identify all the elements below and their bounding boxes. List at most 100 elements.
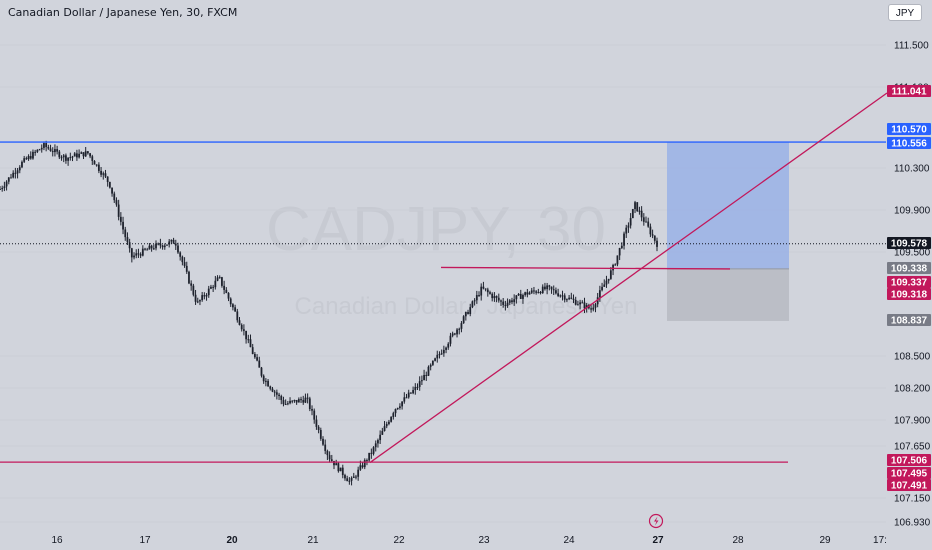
price-tick-label: 108.200 [894, 384, 931, 395]
candle [486, 287, 489, 297]
candle [155, 240, 157, 251]
candle [405, 393, 408, 399]
long-position-target-zone[interactable] [667, 142, 789, 269]
candle [471, 300, 474, 309]
time-tick-label: 17: [873, 535, 887, 546]
candle [262, 374, 265, 384]
candle [311, 405, 313, 416]
candle [12, 170, 15, 179]
candle [157, 242, 160, 246]
candle [38, 148, 41, 151]
candle [69, 152, 72, 161]
candle [139, 252, 142, 259]
candle [130, 247, 133, 263]
price-tick-label: 110.300 [894, 164, 930, 175]
candle [539, 290, 542, 295]
candle [207, 285, 210, 298]
candle [1, 185, 4, 192]
candle [65, 153, 67, 164]
candle [563, 293, 566, 303]
candle [497, 293, 500, 303]
candle [5, 180, 8, 191]
candle [304, 393, 307, 404]
candle [612, 263, 614, 276]
candle [205, 293, 208, 301]
candle [306, 393, 309, 404]
candle [449, 332, 452, 347]
candle [16, 167, 19, 179]
candle [300, 396, 302, 403]
ascending-trendline[interactable] [369, 92, 888, 464]
breakout-line[interactable] [440, 266, 731, 270]
candle [412, 386, 414, 395]
candle [238, 317, 241, 326]
candle [221, 276, 223, 288]
candle [161, 244, 164, 250]
candle [511, 297, 513, 305]
candle [506, 298, 509, 308]
candle [21, 160, 23, 169]
candle [357, 466, 360, 481]
lightning-icon[interactable] [648, 513, 664, 529]
candle [394, 408, 397, 417]
candle [148, 243, 151, 250]
candle [528, 291, 531, 295]
price-tag: 107.495 [887, 467, 931, 480]
candle [214, 275, 217, 290]
candle [150, 244, 153, 252]
candle [273, 389, 276, 397]
candle [201, 291, 204, 302]
candle [605, 275, 608, 288]
candle [420, 375, 423, 386]
candle [275, 389, 278, 400]
candle [258, 356, 261, 368]
candle [482, 281, 485, 290]
candle [649, 223, 652, 238]
price-tag: 110.556 [887, 137, 931, 150]
candle [416, 383, 419, 391]
candle [341, 464, 344, 479]
price-tick-label: 107.650 [894, 442, 931, 453]
candle [407, 389, 410, 399]
candle [374, 440, 377, 452]
currency-button[interactable]: JPY [888, 4, 922, 21]
price-tag-label: 109.338 [891, 264, 928, 275]
candle [243, 324, 245, 336]
candle [348, 477, 351, 485]
candle [559, 294, 562, 298]
candle [601, 282, 603, 292]
candle [100, 167, 102, 178]
candle [58, 149, 61, 160]
candle [122, 216, 124, 235]
candle [216, 275, 219, 282]
candle [478, 291, 480, 297]
price-tag: 107.506 [887, 454, 931, 467]
time-axis[interactable]: 16 17 20 21 22 23 24 27 28 29 17: [51, 535, 887, 546]
candle [106, 176, 109, 187]
candle [29, 151, 32, 160]
candle [62, 153, 65, 163]
candle [403, 392, 406, 404]
candle [60, 155, 63, 161]
candle [464, 311, 467, 321]
candle [181, 255, 184, 266]
candle [135, 249, 138, 259]
candle [469, 303, 472, 317]
candle [168, 239, 171, 248]
candle [146, 247, 149, 251]
candle [47, 144, 50, 150]
candle [344, 473, 346, 481]
long-position-stop-zone[interactable] [667, 268, 789, 321]
candle [460, 321, 463, 333]
candle [385, 421, 388, 429]
price-axis[interactable]: 111.500111.100110.300109.900109.500108.5… [894, 41, 931, 529]
candle [14, 167, 17, 179]
candle [414, 383, 417, 395]
candle [337, 462, 340, 473]
candle [355, 474, 357, 480]
candle [67, 157, 70, 166]
candle [627, 222, 630, 233]
candle [293, 399, 296, 403]
